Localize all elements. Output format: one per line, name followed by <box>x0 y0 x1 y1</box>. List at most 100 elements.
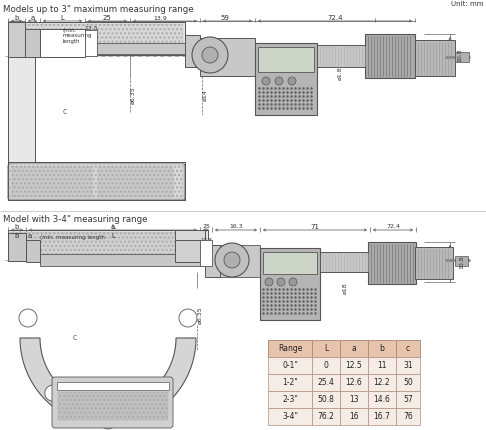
Bar <box>368 408 396 425</box>
Text: ø6.35: ø6.35 <box>197 306 203 324</box>
Circle shape <box>155 385 171 401</box>
Text: 57: 57 <box>403 395 413 404</box>
Bar <box>10 164 183 198</box>
Text: 72.4: 72.4 <box>327 15 343 21</box>
Text: Models up to 3" maximum measuring range: Models up to 3" maximum measuring range <box>3 6 193 15</box>
Polygon shape <box>20 338 196 426</box>
Bar <box>312 374 340 391</box>
Text: 3-4": 3-4" <box>282 412 298 421</box>
Text: 13.5: 13.5 <box>200 237 212 243</box>
Bar <box>258 47 314 72</box>
Text: 2-3": 2-3" <box>282 395 298 404</box>
Bar <box>40 254 205 266</box>
Circle shape <box>192 37 228 73</box>
Bar <box>268 374 312 391</box>
Bar <box>312 408 340 425</box>
Bar <box>368 242 416 284</box>
Text: 76: 76 <box>403 412 413 421</box>
Text: b: b <box>14 15 18 21</box>
Text: 16.7: 16.7 <box>374 412 390 421</box>
Circle shape <box>45 385 61 401</box>
Bar <box>396 340 420 357</box>
Text: b: b <box>380 344 384 353</box>
Text: a: a <box>352 344 356 353</box>
Bar <box>40 43 190 54</box>
Text: 72.4: 72.4 <box>386 224 400 230</box>
Text: 10.8: 10.8 <box>457 48 463 62</box>
Bar <box>455 256 468 266</box>
Bar <box>268 408 312 425</box>
Circle shape <box>202 47 218 63</box>
Text: 12.5: 12.5 <box>346 361 363 370</box>
Bar <box>8 22 25 57</box>
Text: Unit: mm: Unit: mm <box>451 1 483 7</box>
Circle shape <box>275 77 283 85</box>
Text: 13.5: 13.5 <box>84 27 98 31</box>
Bar <box>396 408 420 425</box>
Bar <box>8 22 185 57</box>
Bar <box>12 167 92 197</box>
Bar <box>340 391 368 408</box>
Text: a: a <box>111 224 115 230</box>
Text: b: b <box>15 224 19 230</box>
Circle shape <box>265 278 273 286</box>
Bar <box>10 24 183 55</box>
Text: 0: 0 <box>324 361 329 370</box>
Bar <box>25 29 40 57</box>
Bar <box>368 357 396 374</box>
Bar <box>312 357 340 374</box>
Text: (min.
measuring
length: (min. measuring length <box>62 28 91 44</box>
Bar <box>263 252 317 274</box>
Bar <box>268 340 312 357</box>
Bar <box>396 357 420 374</box>
Bar <box>368 340 396 357</box>
Circle shape <box>100 408 116 424</box>
Text: 25.4: 25.4 <box>317 378 334 387</box>
Bar <box>340 357 368 374</box>
Text: c: c <box>73 334 77 343</box>
Bar <box>175 230 205 260</box>
Bar <box>200 240 212 266</box>
Bar <box>8 55 35 170</box>
Bar <box>35 55 185 162</box>
Text: L: L <box>111 233 115 239</box>
Bar <box>396 391 420 408</box>
Text: 16: 16 <box>349 412 359 421</box>
Text: 25: 25 <box>103 15 111 21</box>
Text: Range: Range <box>278 344 302 353</box>
Bar <box>26 240 40 262</box>
Bar <box>396 374 420 391</box>
Circle shape <box>277 278 285 286</box>
Text: b: b <box>15 233 19 239</box>
Text: ø18: ø18 <box>343 282 347 294</box>
Text: L: L <box>324 344 328 353</box>
Text: ø1.8: ø1.8 <box>337 66 343 80</box>
Bar <box>455 52 469 62</box>
Text: 12.2: 12.2 <box>374 378 390 387</box>
Text: c: c <box>406 344 410 353</box>
Text: 31: 31 <box>403 361 413 370</box>
Text: 71: 71 <box>311 224 319 230</box>
Text: 13.9: 13.9 <box>153 15 167 21</box>
Bar <box>415 247 453 279</box>
Bar <box>8 230 208 260</box>
Bar <box>8 233 26 261</box>
Text: L: L <box>111 224 115 230</box>
Text: L: L <box>60 15 64 21</box>
Circle shape <box>215 243 249 277</box>
Bar <box>320 252 375 272</box>
Bar <box>268 391 312 408</box>
Circle shape <box>262 77 270 85</box>
Bar <box>312 340 340 357</box>
Bar <box>260 248 320 320</box>
Circle shape <box>288 77 296 85</box>
FancyBboxPatch shape <box>52 377 173 428</box>
Bar <box>57 382 169 390</box>
Bar <box>312 391 340 408</box>
Text: 14.6: 14.6 <box>374 395 390 404</box>
Bar <box>317 45 375 67</box>
Text: Model with 3-4" measuring range: Model with 3-4" measuring range <box>3 215 147 224</box>
Text: 11: 11 <box>377 361 387 370</box>
Text: c: c <box>63 108 67 117</box>
Text: ø14: ø14 <box>203 89 208 101</box>
